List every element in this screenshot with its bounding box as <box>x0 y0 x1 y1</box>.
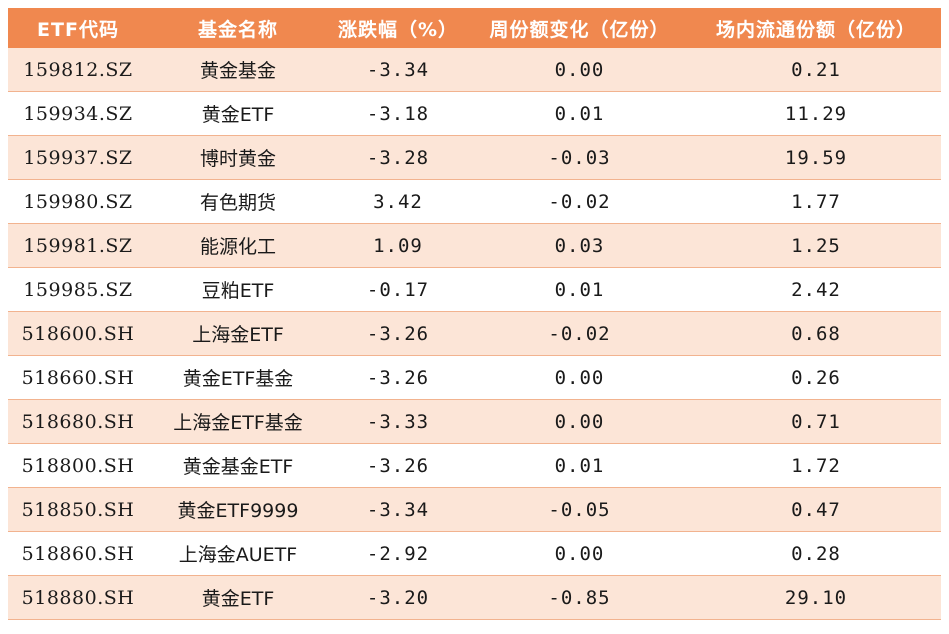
cell-etf-code: 518600.SH <box>8 311 148 356</box>
table-row: 518680.SH 上海金ETF基金 -3.33 0.00 0.71 <box>8 399 941 444</box>
cell-fund-name: 黄金ETF <box>148 91 328 136</box>
cell-weekly-share-change: -0.03 <box>468 135 691 180</box>
table-row: 518600.SH 上海金ETF -3.26 -0.02 0.68 <box>8 311 941 356</box>
cell-weekly-share-change: -0.02 <box>468 311 691 356</box>
cell-fund-name: 黄金ETF基金 <box>148 355 328 400</box>
cell-weekly-share-change: 0.00 <box>468 399 691 444</box>
cell-fund-name: 有色期货 <box>148 179 328 224</box>
cell-etf-code: 159812.SZ <box>8 48 148 92</box>
cell-change-pct: -3.34 <box>328 48 468 92</box>
cell-weekly-share-change: 0.00 <box>468 355 691 400</box>
cell-etf-code: 518660.SH <box>8 355 148 400</box>
header-change-pct: 涨跌幅（%） <box>328 8 468 48</box>
table-row: 159980.SZ 有色期货 3.42 -0.02 1.77 <box>8 179 941 224</box>
header-row: ETF代码 基金名称 涨跌幅（%） 周份额变化（亿份） 场内流通份额（亿份） <box>8 8 941 48</box>
table-row: 518860.SH 上海金AUETF -2.92 0.00 0.28 <box>8 531 941 576</box>
table-row: 518880.SH 黄金ETF -3.20 -0.85 29.10 <box>8 575 941 620</box>
etf-table-container: ETF代码 基金名称 涨跌幅（%） 周份额变化（亿份） 场内流通份额（亿份） 1… <box>8 8 941 620</box>
cell-listed-shares: 1.25 <box>691 223 941 268</box>
cell-fund-name: 博时黄金 <box>148 135 328 180</box>
cell-change-pct: -3.26 <box>328 443 468 488</box>
cell-etf-code: 159981.SZ <box>8 223 148 268</box>
cell-fund-name: 黄金基金ETF <box>148 443 328 488</box>
cell-fund-name: 黄金基金 <box>148 48 328 92</box>
cell-listed-shares: 1.77 <box>691 179 941 224</box>
cell-change-pct: 1.09 <box>328 223 468 268</box>
cell-weekly-share-change: -0.02 <box>468 179 691 224</box>
cell-weekly-share-change: 0.03 <box>468 223 691 268</box>
cell-change-pct: -3.28 <box>328 135 468 180</box>
table-header: ETF代码 基金名称 涨跌幅（%） 周份额变化（亿份） 场内流通份额（亿份） <box>8 8 941 48</box>
table-row: 518850.SH 黄金ETF9999 -3.34 -0.05 0.47 <box>8 487 941 532</box>
cell-listed-shares: 0.21 <box>691 48 941 92</box>
table-row: 518800.SH 黄金基金ETF -3.26 0.01 1.72 <box>8 443 941 488</box>
header-listed-shares: 场内流通份额（亿份） <box>691 8 941 48</box>
cell-listed-shares: 0.47 <box>691 487 941 532</box>
cell-change-pct: -3.26 <box>328 311 468 356</box>
cell-change-pct: -2.92 <box>328 531 468 576</box>
table-row: 159981.SZ 能源化工 1.09 0.03 1.25 <box>8 223 941 268</box>
table-body: 159812.SZ 黄金基金 -3.34 0.00 0.21 159934.SZ 黄金ETF… <box>8 48 941 620</box>
cell-fund-name: 豆粕ETF <box>148 267 328 312</box>
cell-etf-code: 518880.SH <box>8 575 148 620</box>
cell-etf-code: 159937.SZ <box>8 135 148 180</box>
cell-change-pct: -3.34 <box>328 487 468 532</box>
table-row: 159812.SZ 黄金基金 -3.34 0.00 0.21 <box>8 48 941 92</box>
cell-weekly-share-change: 0.01 <box>468 267 691 312</box>
cell-fund-name: 上海金AUETF <box>148 531 328 576</box>
etf-table: ETF代码 基金名称 涨跌幅（%） 周份额变化（亿份） 场内流通份额（亿份） 1… <box>8 8 941 620</box>
cell-etf-code: 518800.SH <box>8 443 148 488</box>
header-fund-name: 基金名称 <box>148 8 328 48</box>
cell-etf-code: 159934.SZ <box>8 91 148 136</box>
cell-etf-code: 159985.SZ <box>8 267 148 312</box>
cell-weekly-share-change: -0.05 <box>468 487 691 532</box>
cell-listed-shares: 0.68 <box>691 311 941 356</box>
cell-weekly-share-change: 0.01 <box>468 443 691 488</box>
cell-weekly-share-change: -0.85 <box>468 575 691 620</box>
cell-listed-shares: 0.28 <box>691 531 941 576</box>
cell-listed-shares: 2.42 <box>691 267 941 312</box>
table-row: 518660.SH 黄金ETF基金 -3.26 0.00 0.26 <box>8 355 941 400</box>
cell-change-pct: -3.33 <box>328 399 468 444</box>
cell-etf-code: 159980.SZ <box>8 179 148 224</box>
header-etf-code: ETF代码 <box>8 8 148 48</box>
cell-change-pct: 3.42 <box>328 179 468 224</box>
table-row: 159937.SZ 博时黄金 -3.28 -0.03 19.59 <box>8 135 941 180</box>
cell-fund-name: 黄金ETF <box>148 575 328 620</box>
cell-listed-shares: 0.26 <box>691 355 941 400</box>
table-row: 159934.SZ 黄金ETF -3.18 0.01 11.29 <box>8 91 941 136</box>
cell-etf-code: 518850.SH <box>8 487 148 532</box>
cell-fund-name: 上海金ETF基金 <box>148 399 328 444</box>
cell-listed-shares: 0.71 <box>691 399 941 444</box>
cell-etf-code: 518860.SH <box>8 531 148 576</box>
cell-listed-shares: 1.72 <box>691 443 941 488</box>
table-row: 159985.SZ 豆粕ETF -0.17 0.01 2.42 <box>8 267 941 312</box>
cell-fund-name: 能源化工 <box>148 223 328 268</box>
cell-listed-shares: 29.10 <box>691 575 941 620</box>
cell-weekly-share-change: 0.01 <box>468 91 691 136</box>
cell-listed-shares: 19.59 <box>691 135 941 180</box>
cell-change-pct: -0.17 <box>328 267 468 312</box>
cell-weekly-share-change: 0.00 <box>468 48 691 92</box>
header-weekly-share-change: 周份额变化（亿份） <box>468 8 691 48</box>
cell-change-pct: -3.20 <box>328 575 468 620</box>
cell-fund-name: 黄金ETF9999 <box>148 487 328 532</box>
cell-change-pct: -3.26 <box>328 355 468 400</box>
cell-etf-code: 518680.SH <box>8 399 148 444</box>
cell-fund-name: 上海金ETF <box>148 311 328 356</box>
cell-change-pct: -3.18 <box>328 91 468 136</box>
cell-weekly-share-change: 0.00 <box>468 531 691 576</box>
cell-listed-shares: 11.29 <box>691 91 941 136</box>
